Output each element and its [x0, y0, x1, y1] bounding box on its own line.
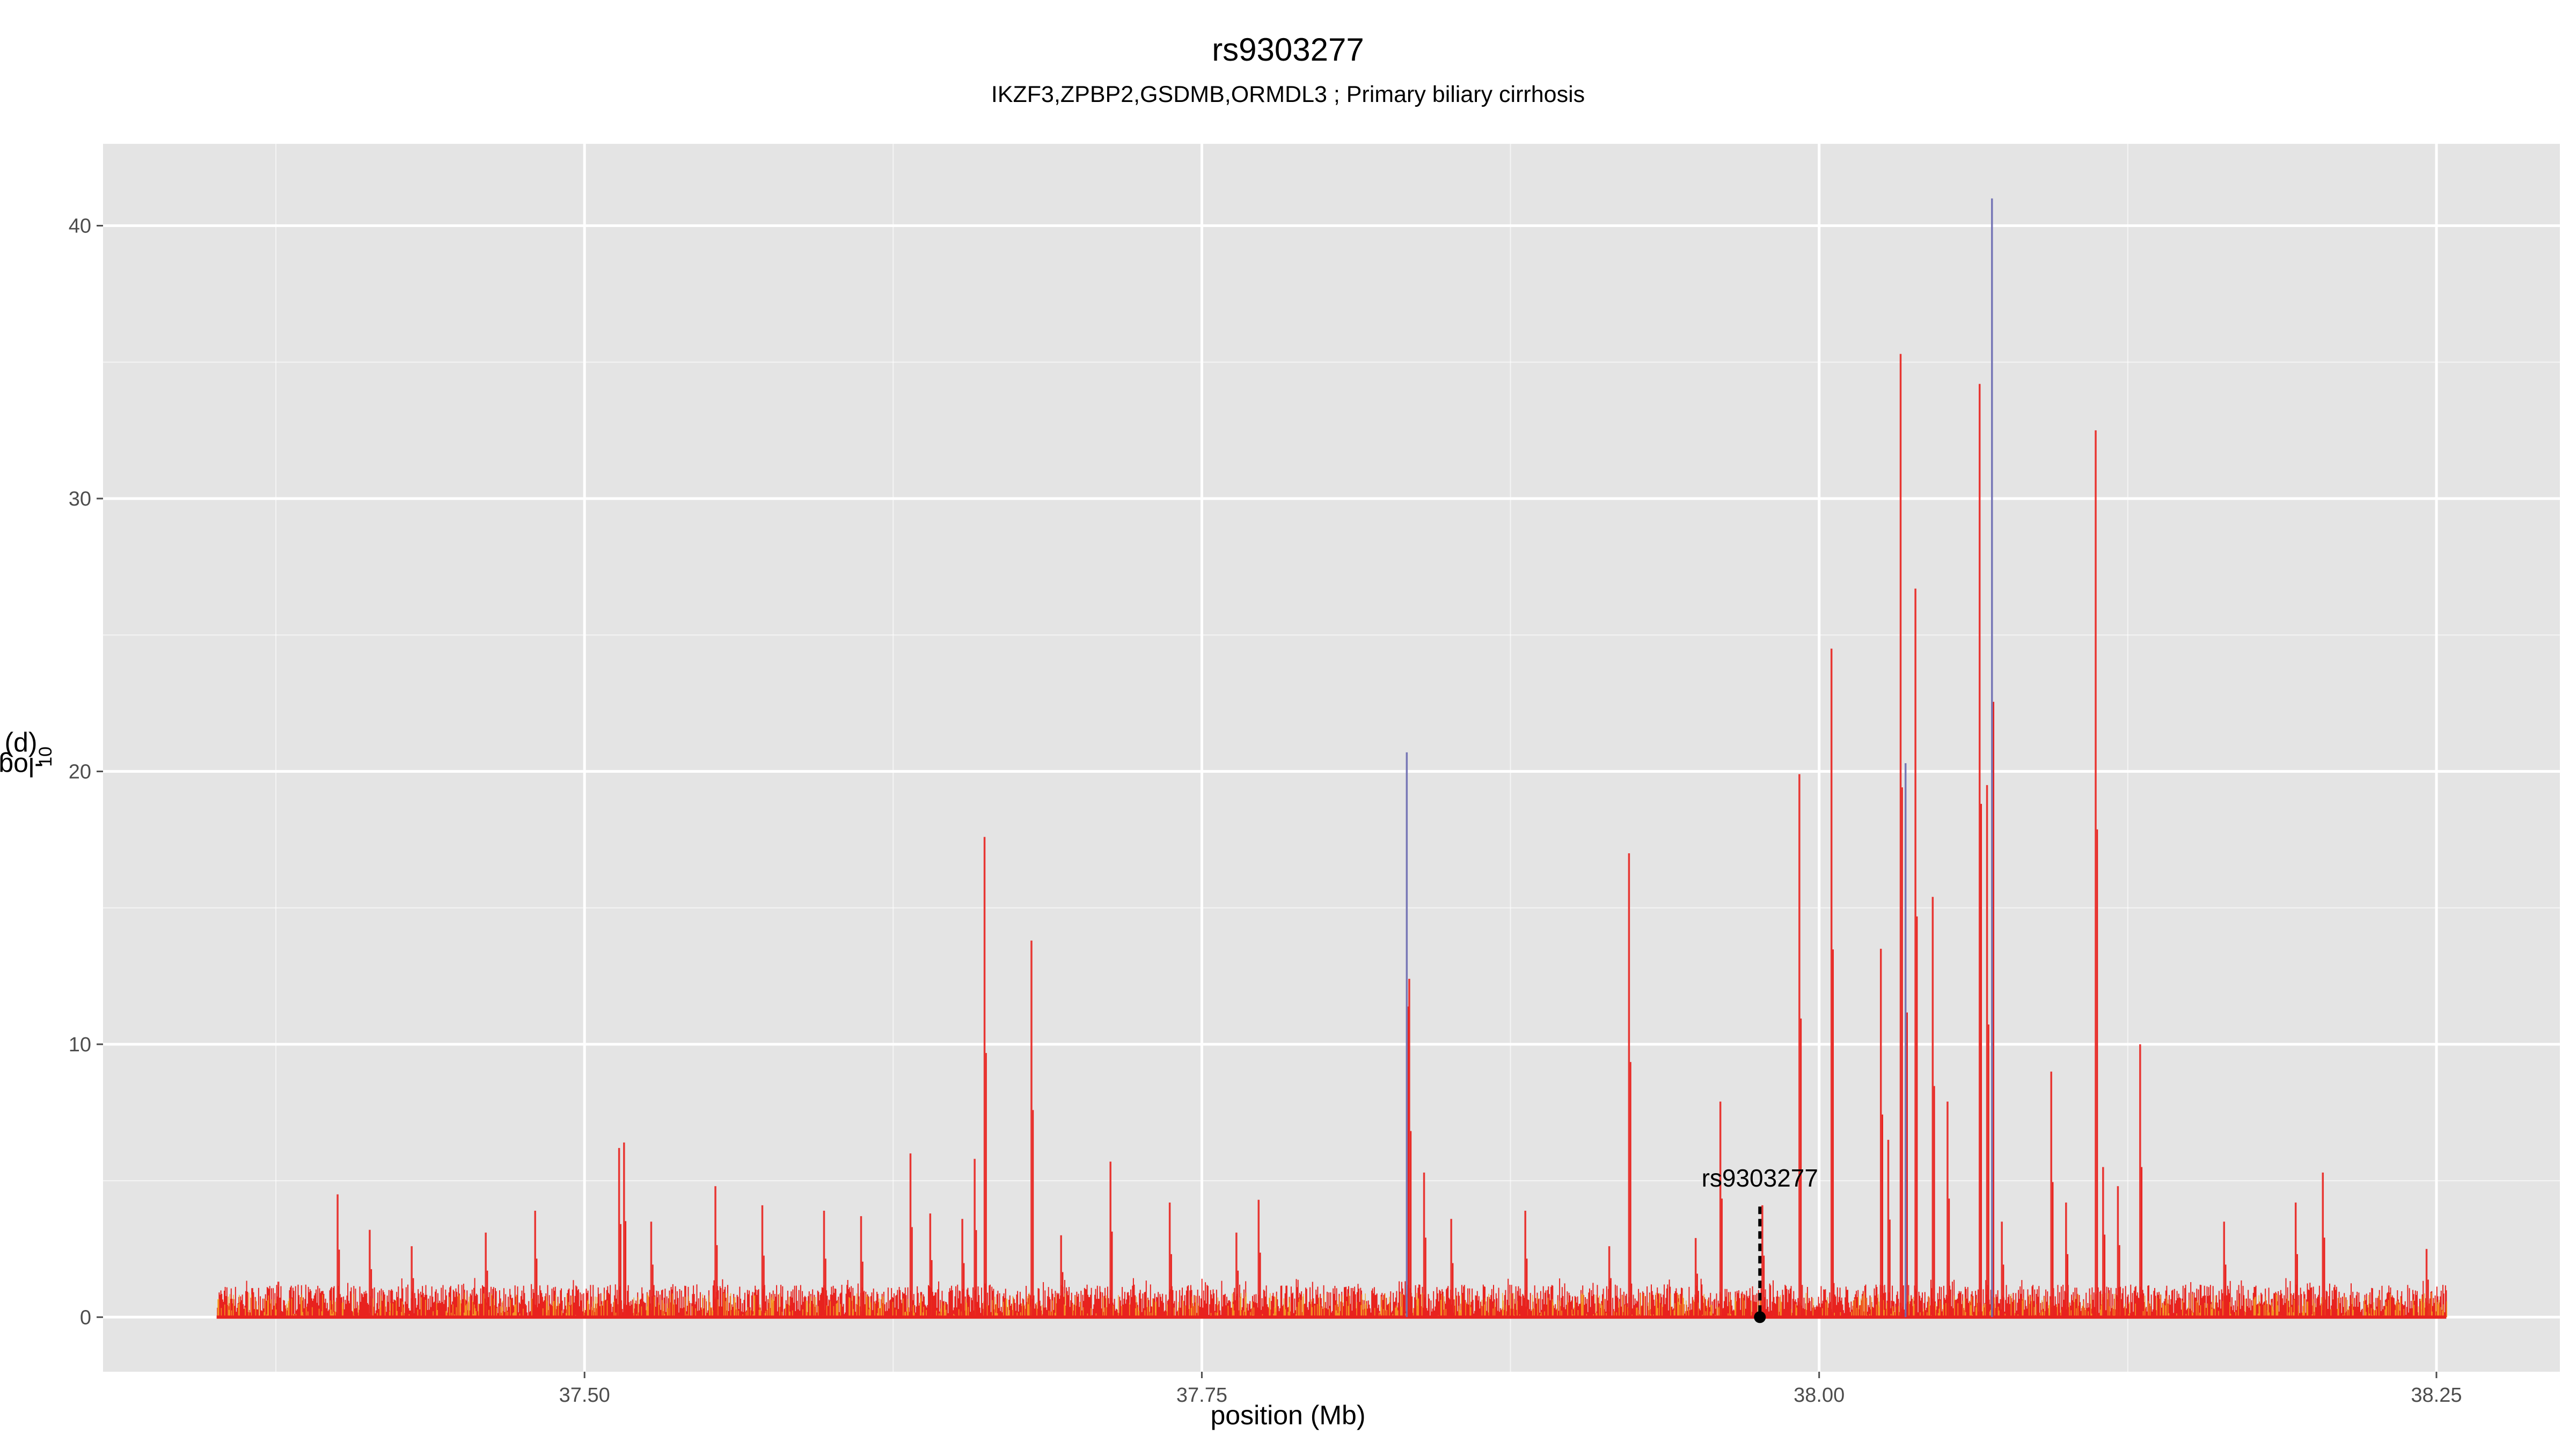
y-tick-label: 10: [69, 1034, 91, 1056]
y-tick-label: 0: [80, 1306, 91, 1329]
y-tick-label: 30: [69, 488, 91, 510]
axis-ticks: 37.50 37.75 38.00 38.25 0 10 20 30 40: [69, 215, 2462, 1407]
x-axis-label: position (Mb): [1210, 1400, 1366, 1430]
x-tick-label: 37.50: [559, 1384, 610, 1407]
grid-lines: [103, 144, 2560, 1372]
y-tick-label: 20: [69, 760, 91, 783]
lead-snp-annotation: rs9303277: [1702, 1164, 1818, 1323]
lead-snp-label: rs9303277: [1702, 1164, 1818, 1192]
y-tick-label: 40: [69, 215, 91, 238]
x-tick-label: 37.75: [1176, 1384, 1227, 1407]
x-tick-label: 38.00: [1794, 1384, 1845, 1407]
chart-subtitle: IKZF3,ZPBP2,GSDMB,ORMDL3 ; Primary bilia…: [991, 82, 1585, 107]
chart-title: rs9303277: [1212, 32, 1364, 68]
lead-snp-point: [1754, 1311, 1766, 1323]
association-signal: [216, 198, 2447, 1319]
plot-panel: [103, 144, 2560, 1372]
x-tick-label: 38.25: [2411, 1384, 2462, 1407]
y-axis-label-suffix: (p): [4, 731, 38, 762]
